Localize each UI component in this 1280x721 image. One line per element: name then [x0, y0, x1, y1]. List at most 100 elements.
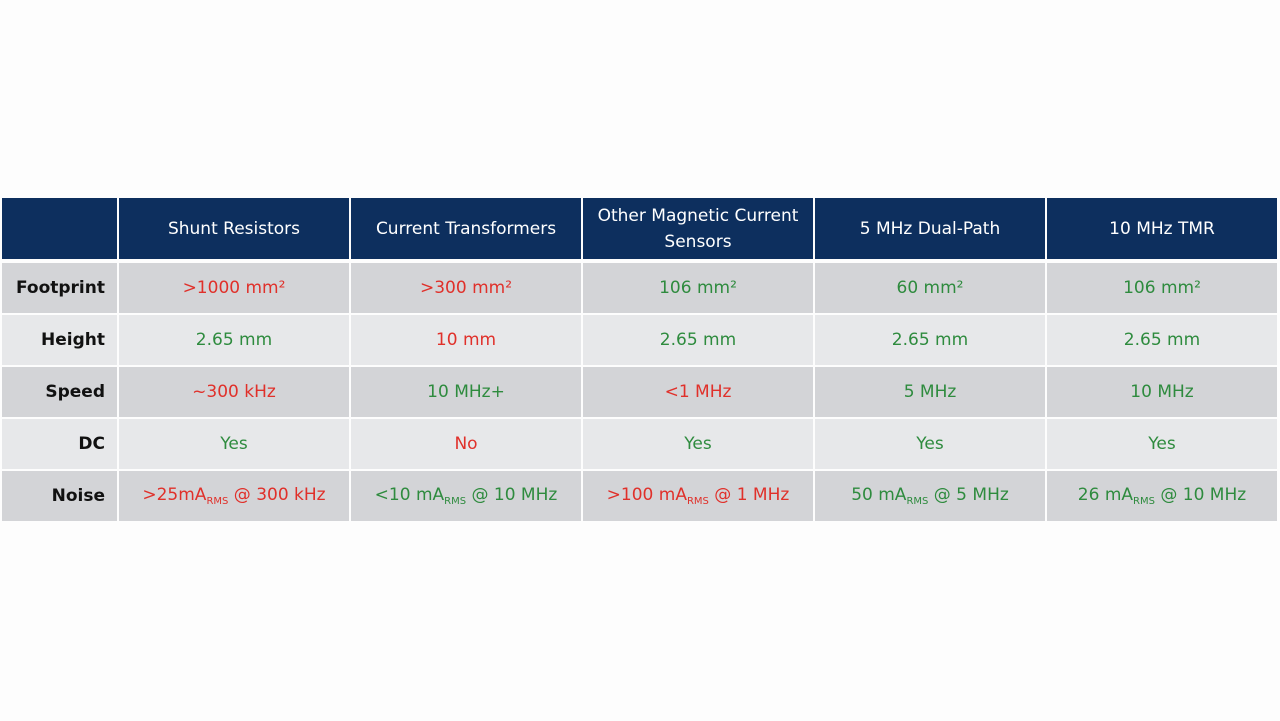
cell-value: No — [454, 434, 477, 454]
table-cell: 2.65 mm — [815, 315, 1045, 365]
table-cell: Yes — [119, 419, 349, 469]
cell-text: Yes — [1148, 434, 1176, 454]
cell-text: >25mA — [142, 485, 207, 505]
cell-value: >100 mARMS @ 1 MHz — [607, 485, 790, 507]
header-text: 10 MHz TMR — [1109, 218, 1215, 239]
table-cell: 5 MHz — [815, 367, 1045, 417]
table-cell: 106 mm² — [1047, 263, 1277, 313]
table-cell: >300 mm² — [351, 263, 581, 313]
cell-value: Yes — [1148, 434, 1175, 454]
cell-value: ~300 kHz — [192, 382, 276, 402]
cell-text: 10 MHz+ — [427, 382, 505, 402]
cell-value: Yes — [916, 434, 943, 454]
row-label-text: Footprint — [15, 278, 105, 298]
cell-value: 26 mARMS @ 10 MHz — [1078, 485, 1246, 507]
cell-text: >300 mm² — [419, 278, 513, 298]
table-cell: Yes — [1047, 419, 1277, 469]
table-cell: 2.65 mm — [1047, 315, 1277, 365]
cell-text: 50 mA — [851, 485, 907, 505]
cell-text: 5 MHz — [903, 382, 957, 402]
cell-subscript: RMS — [444, 496, 467, 507]
cell-text: 26 mA — [1077, 485, 1134, 505]
header-cell: Current Transformers — [351, 198, 581, 259]
cell-text: 2.65 mm — [891, 330, 969, 350]
cell-subscript: RMS — [686, 496, 709, 507]
cell-subscript: RMS — [906, 496, 929, 507]
row-label-text: Noise — [51, 486, 105, 506]
cell-value: 5 MHz — [904, 382, 957, 402]
header-cell: 10 MHz TMR — [1047, 198, 1277, 259]
cell-text-after: @ 10 MHz — [1154, 485, 1247, 505]
cell-text: ~300 kHz — [192, 382, 276, 402]
table-cell: 106 mm² — [583, 263, 813, 313]
cell-text-after: @ 300 kHz — [228, 485, 326, 505]
table-cell: 10 MHz — [1047, 367, 1277, 417]
header-text: Current Transformers — [375, 218, 557, 239]
cell-text: >100 mA — [606, 485, 687, 505]
row-label: Footprint — [2, 263, 117, 313]
header-cell: Shunt Resistors — [119, 198, 349, 259]
cell-value: 2.65 mm — [196, 330, 272, 350]
cell-value: 2.65 mm — [892, 330, 968, 350]
table-cell: No — [351, 419, 581, 469]
cell-value: <1 MHz — [665, 382, 732, 402]
cell-text: 106 mm² — [1123, 278, 1201, 298]
header-corner — [2, 198, 117, 259]
row-label: DC — [2, 419, 117, 469]
cell-value: 2.65 mm — [1124, 330, 1200, 350]
cell-value: 60 mm² — [897, 278, 964, 298]
table-cell: <1 MHz — [583, 367, 813, 417]
cell-value: >300 mm² — [420, 278, 512, 298]
cell-value: 2.65 mm — [660, 330, 736, 350]
cell-text: 2.65 mm — [195, 330, 273, 350]
cell-text: Yes — [916, 434, 944, 454]
table-cell: Yes — [583, 419, 813, 469]
header-text: Other Magnetic Current Sensors — [597, 205, 799, 252]
cell-text-after: @ 1 MHz — [708, 485, 790, 505]
cell-text: <1 MHz — [664, 382, 732, 402]
table-cell: 60 mm² — [815, 263, 1045, 313]
cell-text: Yes — [220, 434, 248, 454]
table-cell: 26 mARMS @ 10 MHz — [1047, 471, 1277, 521]
table-cell: >25mARMS @ 300 kHz — [119, 471, 349, 521]
table-cell: >100 mARMS @ 1 MHz — [583, 471, 813, 521]
table-cell: ~300 kHz — [119, 367, 349, 417]
row-label: Speed — [2, 367, 117, 417]
cell-text: 10 MHz — [1130, 382, 1194, 402]
row-label: Noise — [2, 471, 117, 521]
cell-text: 60 mm² — [896, 278, 964, 298]
header-text: 5 MHz Dual-Path — [859, 218, 1001, 239]
cell-value: Yes — [684, 434, 711, 454]
cell-text: 2.65 mm — [659, 330, 737, 350]
table-cell: <10 mARMS @ 10 MHz — [351, 471, 581, 521]
cell-text: 106 mm² — [659, 278, 737, 298]
cell-subscript: RMS — [1133, 496, 1155, 507]
table-cell: 50 mARMS @ 5 MHz — [815, 471, 1045, 521]
row-label-text: Speed — [45, 382, 105, 402]
cell-text: Yes — [684, 434, 712, 454]
cell-text: <10 mA — [374, 485, 445, 505]
cell-value: <10 mARMS @ 10 MHz — [375, 485, 558, 507]
table-cell: Yes — [815, 419, 1045, 469]
table-cell: 10 mm — [351, 315, 581, 365]
cell-text: No — [454, 434, 478, 454]
row-label: Height — [2, 315, 117, 365]
header-cell: Other Magnetic Current Sensors — [583, 198, 813, 259]
header-cell: 5 MHz Dual-Path — [815, 198, 1045, 259]
cell-value: 106 mm² — [659, 278, 737, 298]
cell-text: >1000 mm² — [182, 278, 286, 298]
cell-value: 10 MHz+ — [427, 382, 505, 402]
table-cell: 10 MHz+ — [351, 367, 581, 417]
cell-value: 10 MHz — [1130, 382, 1193, 402]
cell-text: 2.65 mm — [1123, 330, 1201, 350]
cell-value: >25mARMS @ 300 kHz — [142, 485, 325, 507]
cell-value: >1000 mm² — [183, 278, 286, 298]
row-label-text: Height — [41, 330, 105, 350]
cell-value: 10 mm — [436, 330, 496, 350]
cell-value: 50 mARMS @ 5 MHz — [851, 485, 1009, 507]
cell-text-after: @ 5 MHz — [928, 485, 1009, 505]
header-text: Shunt Resistors — [167, 218, 301, 239]
cell-text: 10 mm — [435, 330, 497, 350]
cell-value: 106 mm² — [1123, 278, 1201, 298]
